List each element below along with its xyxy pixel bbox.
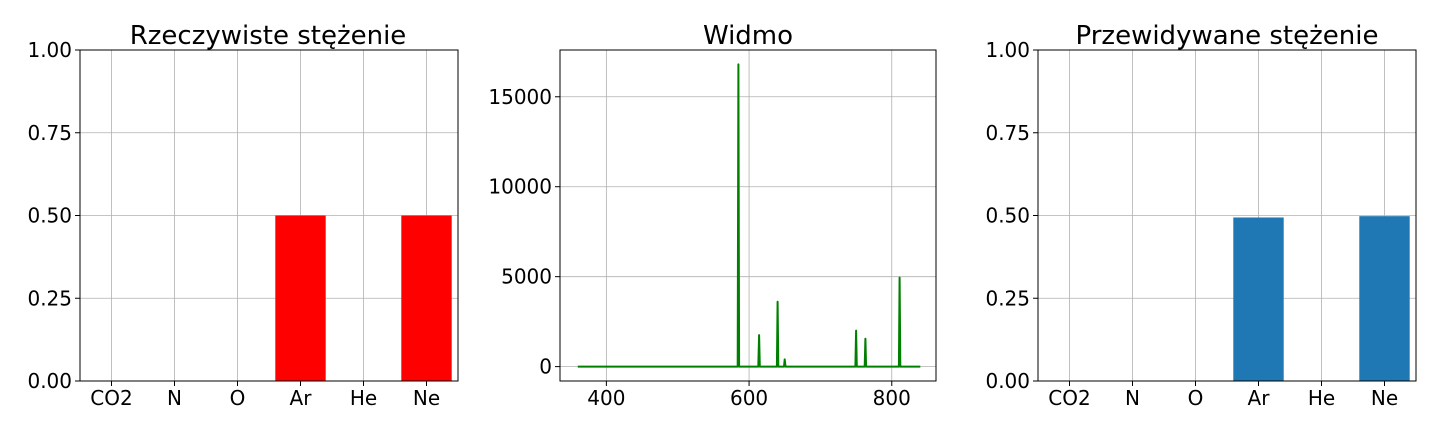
x-tick-label: Ar <box>1248 386 1271 410</box>
x-tick-label: Ne <box>413 386 440 410</box>
chart-predicted-concentration: Przewidywane stężenie 0.00 0.25 0.50 0.75 1.… <box>985 21 1417 410</box>
y-tick-label: 0.00 <box>27 369 72 393</box>
x-tick-label: CO2 <box>1048 386 1090 410</box>
x-tick-label: Ar <box>290 386 313 410</box>
bar-ne <box>401 215 452 381</box>
chart-real-concentration: Rzeczywiste stężenie 0.00 0.25 0.50 0.75 1.0… <box>27 21 459 410</box>
y-tick-label: 1.00 <box>27 38 72 62</box>
x-tick-label: 400 <box>587 386 625 410</box>
x-tick-label: Ne <box>1371 386 1398 410</box>
x-tick-label: CO2 <box>90 386 132 410</box>
x-tick-label: N <box>167 386 182 410</box>
bar-ar <box>275 215 326 381</box>
x-tick-label: He <box>1308 386 1335 410</box>
x-tick-label: N <box>1125 386 1140 410</box>
y-tick-label: 10000 <box>488 175 552 199</box>
y-tick-label: 15000 <box>488 85 552 109</box>
x-tick-label: 600 <box>730 386 768 410</box>
y-tick-label: 0.25 <box>985 286 1030 310</box>
x-tick-label: 800 <box>873 386 911 410</box>
y-tick-label: 0 <box>539 355 552 379</box>
x-tick-label: O <box>1188 386 1204 410</box>
y-tick-label: 0.50 <box>985 204 1030 228</box>
chart-spectrum: Widmo 0 5000 10000 15000 400 600 800 <box>488 21 937 410</box>
y-tick-label: 0.75 <box>985 121 1030 145</box>
y-tick-label: 0.25 <box>27 286 72 310</box>
y-tick-label: 5000 <box>501 265 552 289</box>
chart-title: Rzeczywiste stężenie <box>130 21 407 51</box>
plot-frame <box>559 49 937 382</box>
y-tick-label: 1.00 <box>985 38 1030 62</box>
y-tick-label: 0.50 <box>27 204 72 228</box>
x-tick-label: O <box>230 386 246 410</box>
x-tick-label: He <box>350 386 377 410</box>
chart-title: Widmo <box>703 21 793 51</box>
bar-ne <box>1359 216 1410 381</box>
y-tick-label: 0.00 <box>985 369 1030 393</box>
bar-ar <box>1233 217 1284 381</box>
chart-title: Przewidywane stężenie <box>1076 21 1379 51</box>
y-tick-label: 0.75 <box>27 121 72 145</box>
